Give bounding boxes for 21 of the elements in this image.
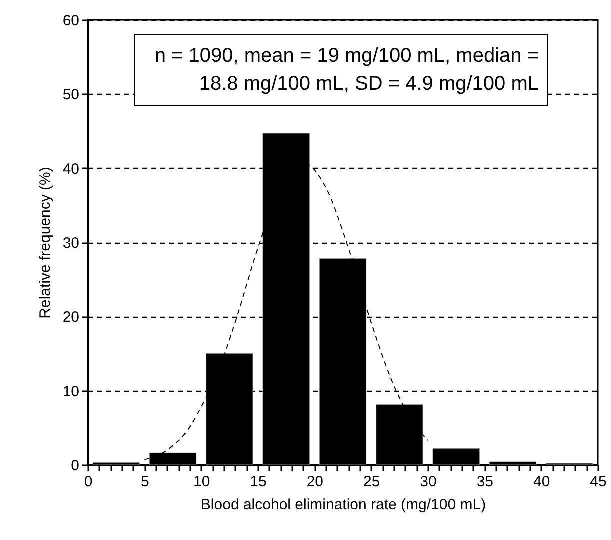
y-tick-label: 60 [62,12,80,30]
x-axis-title: Blood alcohol elimination rate (mg/100 mL) [200,496,486,514]
x-tick-label: 45 [590,474,607,490]
annotation: n = 1090, mean = 19 mg/100 mL, median = 18.8 mg/100 mL, SD = 4.9 mg/100 mL [154,44,539,97]
x-tick-label: 0 [84,474,93,490]
x-tick-label: 25 [363,474,380,490]
x-tick-label: 5 [140,474,150,490]
x-tick-label: 15 [250,474,267,490]
text-box: n = 1090, mean = 19 mg/100 mL, median = 18.8 mg/100 mL, SD = 4.9 mg/100 mL [134,34,548,106]
x-tick-label: 30 [420,474,437,490]
y-axis-title: Relative frequency (%) [36,167,54,319]
y-tick-label: 40 [62,160,80,178]
y-tick-label: 30 [62,235,80,252]
x-tick-label: 20 [306,474,324,490]
x-tick-label: 35 [476,474,494,490]
x-tick-label: 10 [193,474,210,490]
y-tick-label: 20 [62,309,80,326]
y-tick-label: 10 [62,383,80,400]
y-tick-label: 0 [71,458,80,474]
y-tick-label: 50 [62,86,80,104]
x-tick-label: 40 [533,474,550,490]
